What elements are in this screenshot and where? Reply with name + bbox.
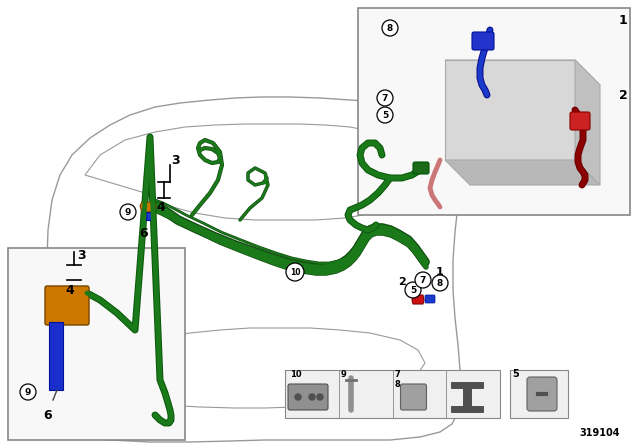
Polygon shape [140, 202, 156, 212]
FancyBboxPatch shape [288, 384, 328, 410]
Text: 9: 9 [25, 388, 31, 396]
FancyBboxPatch shape [527, 377, 557, 411]
Text: 7: 7 [420, 276, 426, 284]
Circle shape [20, 384, 36, 400]
Circle shape [309, 394, 315, 400]
Circle shape [286, 263, 304, 281]
Text: 1: 1 [436, 267, 444, 277]
Circle shape [317, 394, 323, 400]
Text: 5: 5 [382, 111, 388, 120]
Polygon shape [445, 160, 600, 185]
Text: 2: 2 [398, 277, 406, 287]
Bar [358, 8, 630, 215]
Circle shape [120, 204, 136, 220]
Text: 319104: 319104 [579, 428, 620, 438]
Polygon shape [445, 60, 575, 160]
Polygon shape [445, 60, 600, 85]
Circle shape [377, 90, 393, 106]
Circle shape [295, 394, 301, 400]
Text: 10: 10 [290, 370, 301, 379]
Text: 9: 9 [125, 207, 131, 216]
Text: 8: 8 [394, 379, 400, 388]
FancyBboxPatch shape [45, 286, 89, 325]
Text: 1: 1 [619, 13, 627, 26]
Circle shape [415, 272, 431, 288]
Polygon shape [412, 295, 424, 304]
Circle shape [382, 20, 398, 36]
Polygon shape [146, 212, 152, 220]
Circle shape [432, 275, 448, 291]
Polygon shape [575, 60, 600, 185]
FancyBboxPatch shape [413, 162, 429, 174]
Text: 4: 4 [157, 201, 165, 214]
Bar [285, 370, 500, 418]
FancyBboxPatch shape [425, 295, 435, 303]
Text: 4: 4 [66, 284, 74, 297]
Text: 7: 7 [382, 94, 388, 103]
Text: 9: 9 [340, 370, 346, 379]
Bar [49, 322, 63, 390]
Text: 3: 3 [77, 249, 85, 262]
Circle shape [377, 107, 393, 123]
Text: 3: 3 [172, 154, 180, 167]
Text: 7: 7 [394, 370, 400, 379]
Text: 10: 10 [290, 267, 300, 276]
FancyBboxPatch shape [401, 384, 426, 410]
Circle shape [405, 282, 421, 298]
Text: 5: 5 [512, 369, 519, 379]
FancyBboxPatch shape [472, 32, 494, 50]
FancyBboxPatch shape [570, 112, 590, 130]
Polygon shape [451, 382, 483, 412]
Polygon shape [47, 97, 460, 442]
Text: 6: 6 [140, 227, 148, 240]
Text: 2: 2 [619, 89, 627, 102]
Text: 8: 8 [437, 279, 443, 288]
Bar [510, 370, 568, 418]
Bar [8, 248, 185, 440]
Text: 8: 8 [387, 23, 393, 33]
Text: 5: 5 [410, 285, 416, 294]
Text: 6: 6 [44, 409, 52, 422]
